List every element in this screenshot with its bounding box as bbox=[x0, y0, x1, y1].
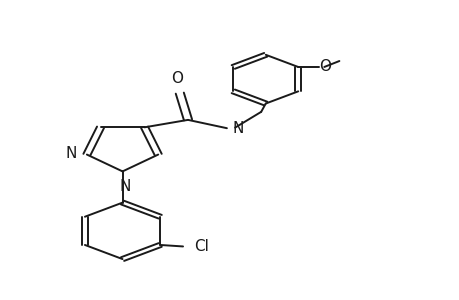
Text: N: N bbox=[232, 121, 243, 136]
Text: O: O bbox=[318, 59, 330, 74]
Text: N: N bbox=[65, 146, 77, 160]
Text: O: O bbox=[171, 71, 183, 86]
Text: N: N bbox=[119, 179, 130, 194]
Text: Cl: Cl bbox=[194, 239, 209, 254]
